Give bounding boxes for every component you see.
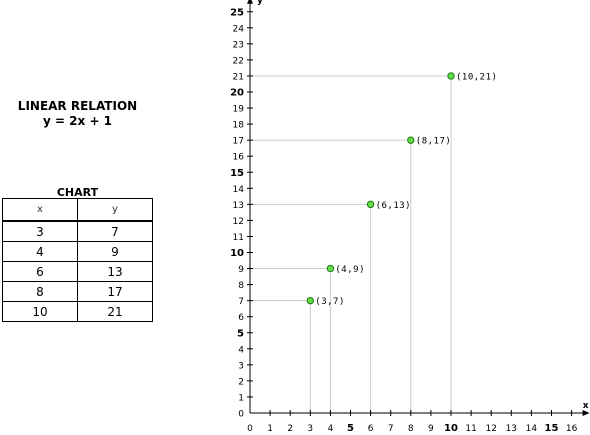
x-tick-label: 9 (428, 424, 434, 434)
y-tick-label: 2 (238, 377, 244, 387)
data-point-label: (6,13) (376, 201, 412, 211)
x-tick-label: 10 (444, 423, 458, 434)
y-axis-label: y (257, 0, 263, 6)
y-tick-label: 18 (233, 121, 245, 131)
y-tick-label: 22 (233, 56, 244, 66)
data-point-label: (3,7) (315, 297, 345, 307)
y-tick-label: 11 (233, 233, 244, 243)
y-tick-label: 13 (233, 201, 244, 211)
y-tick-label: 7 (238, 297, 244, 307)
y-tick-label: 24 (233, 24, 245, 34)
y-tick-label: 25 (230, 7, 244, 18)
y-tick-label: 20 (230, 88, 244, 99)
y-tick-label: 3 (238, 361, 244, 371)
table-header-row: x y (2, 198, 153, 222)
table-caption: CHART (56, 186, 99, 199)
y-tick-label: 12 (233, 217, 244, 227)
x-tick-label: 11 (465, 424, 476, 434)
data-point-label: (10,21) (456, 72, 497, 82)
y-tick-label: 8 (238, 281, 244, 291)
table-row: 8 17 (2, 281, 153, 302)
y-axis-arrow-icon (247, 0, 253, 4)
table-header-y: y (77, 198, 153, 222)
x-tick-label: 15 (545, 423, 559, 434)
x-tick-label: 14 (526, 424, 538, 434)
y-tick-label: 1 (238, 393, 244, 403)
y-tick-label: 9 (238, 265, 244, 275)
x-axis-label: x (583, 401, 589, 411)
table-cell-y: 21 (77, 301, 153, 322)
x-tick-label: 3 (307, 424, 313, 434)
data-point-label: (8,17) (416, 137, 452, 147)
title-line-1: LINEAR RELATION (17, 99, 138, 113)
y-tick-label: 0 (238, 410, 244, 420)
x-tick-label: 1 (267, 424, 273, 434)
y-tick-label: 23 (233, 40, 244, 50)
data-point (306, 296, 314, 305)
x-tick-label: 12 (485, 424, 496, 434)
data-point (407, 136, 415, 144)
y-tick-label: 19 (233, 105, 245, 115)
data-point (326, 264, 335, 273)
y-tick-label: 16 (233, 153, 245, 163)
x-axis-arrow-icon (582, 410, 590, 416)
x-tick-label: 2 (287, 424, 293, 434)
y-tick-label: 6 (238, 313, 244, 323)
y-tick-label: 4 (238, 345, 244, 355)
y-tick-label: 17 (233, 137, 244, 147)
table-cell-x: 10 (2, 301, 78, 322)
x-tick-label: 7 (388, 424, 394, 434)
x-tick-label: 16 (566, 424, 578, 434)
title-line-2: y = 2x + 1 (42, 114, 113, 128)
x-tick-label: 5 (347, 423, 354, 434)
y-tick-label: 5 (237, 328, 244, 339)
data-point (366, 200, 375, 209)
data-point-label: (4,9) (335, 265, 365, 275)
data-point (447, 72, 455, 80)
x-tick-label: 6 (368, 424, 374, 434)
chart-title: LINEAR RELATION y = 2x + 1 (0, 99, 155, 129)
x-tick-label: 8 (408, 424, 414, 434)
table-row: 10 21 (2, 301, 153, 322)
y-tick-label: 15 (230, 168, 244, 179)
y-tick-label: 10 (230, 248, 244, 259)
x-tick-label: 0 (247, 424, 253, 434)
y-tick-label: 14 (233, 185, 245, 195)
x-tick-label: 4 (328, 424, 334, 434)
y-tick-label: 21 (233, 72, 244, 82)
x-tick-label: 13 (506, 424, 517, 434)
